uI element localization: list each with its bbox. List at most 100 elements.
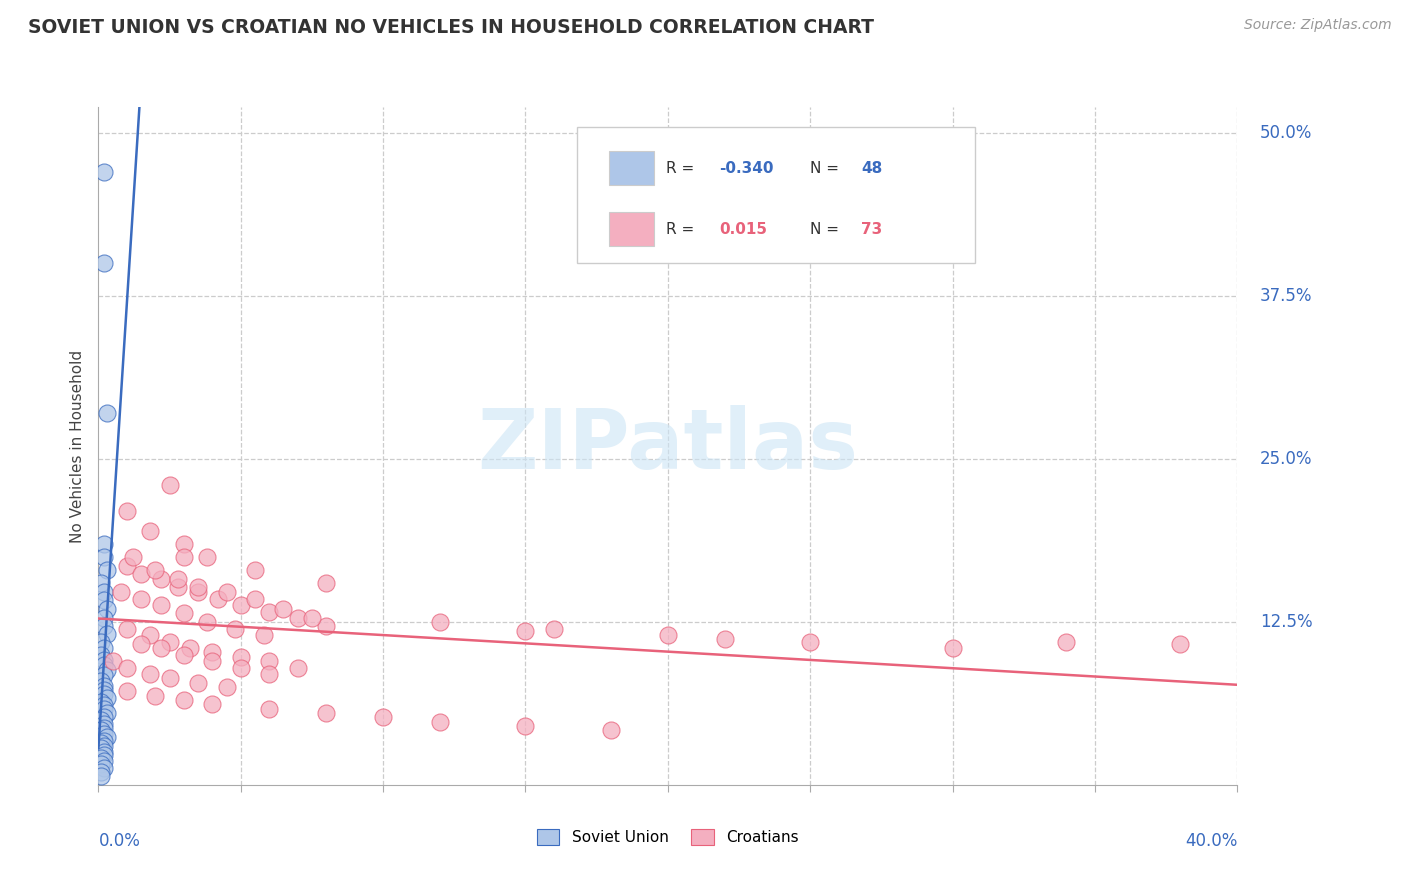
Point (93, 668, 115, 682)
Text: 50.0%: 50.0% (1260, 124, 1312, 142)
Point (90, 741, 112, 756)
Point (90, 673, 112, 688)
Point (96, 602, 118, 616)
Point (93, 710, 115, 724)
Point (600, 723, 623, 738)
Point (93, 537, 115, 551)
Point (138, 524, 160, 538)
Point (93, 755, 115, 769)
Point (207, 591, 229, 606)
Point (90, 750, 112, 764)
Point (173, 693, 195, 707)
Point (259, 605, 281, 619)
Point (90, 769, 112, 783)
Point (429, 715, 451, 730)
Point (138, 667, 160, 681)
Y-axis label: No Vehicles in Household: No Vehicles in Household (70, 350, 86, 542)
Text: R =: R = (665, 161, 699, 176)
Point (167, 580, 190, 594)
Point (543, 622, 565, 636)
Point (93, 739, 115, 753)
Point (90, 648, 112, 662)
Point (179, 641, 201, 656)
Point (96, 626, 118, 640)
Point (93, 687, 115, 701)
Point (90, 713, 112, 727)
Point (515, 624, 537, 639)
Point (93, 733, 115, 747)
Point (273, 602, 295, 616)
Text: -0.340: -0.340 (718, 161, 773, 176)
Point (201, 654, 224, 668)
Text: 37.5%: 37.5% (1260, 287, 1313, 305)
Point (93, 653, 115, 667)
Point (187, 585, 209, 599)
Point (93, 747, 115, 762)
Point (159, 478, 181, 492)
Point (96, 663, 118, 677)
Point (429, 615, 451, 629)
Point (159, 634, 181, 648)
Point (173, 549, 195, 564)
Point (315, 575, 337, 590)
Text: 25.0%: 25.0% (1260, 450, 1313, 468)
Point (373, 710, 395, 724)
Point (96, 563, 118, 577)
Point (229, 598, 252, 612)
Point (93, 256, 115, 270)
Point (93, 682, 115, 697)
Text: 0.015: 0.015 (718, 222, 768, 237)
Point (201, 697, 224, 711)
Point (195, 549, 218, 564)
Point (243, 591, 266, 606)
Point (145, 690, 167, 704)
Point (93, 721, 115, 735)
Point (115, 684, 138, 698)
Point (215, 680, 238, 694)
Point (121, 549, 143, 564)
Point (243, 563, 266, 577)
Point (201, 645, 224, 659)
Point (93, 585, 115, 599)
Point (173, 537, 195, 551)
Point (215, 585, 238, 599)
Text: 73: 73 (862, 222, 883, 237)
Point (138, 628, 160, 642)
Text: R =: R = (665, 222, 699, 237)
Point (93, 698, 115, 713)
Point (115, 558, 138, 573)
Text: N =: N = (810, 161, 844, 176)
Point (93, 702, 115, 716)
Point (93, 619, 115, 633)
Text: Source: ZipAtlas.com: Source: ZipAtlas.com (1244, 18, 1392, 32)
Point (110, 585, 132, 599)
Point (315, 706, 337, 721)
Point (150, 641, 173, 656)
Point (301, 611, 323, 625)
Point (714, 632, 737, 646)
Point (259, 667, 281, 681)
Point (515, 719, 537, 733)
Point (96, 730, 118, 744)
Point (229, 650, 252, 665)
Point (93, 679, 115, 693)
Point (93, 165, 115, 179)
Text: 0.0%: 0.0% (98, 832, 141, 850)
Text: 48: 48 (862, 161, 883, 176)
Point (93, 745, 115, 759)
Point (93, 658, 115, 673)
FancyBboxPatch shape (609, 212, 654, 246)
Point (259, 702, 281, 716)
Point (90, 764, 112, 779)
Text: 12.5%: 12.5% (1260, 613, 1313, 631)
Point (224, 622, 246, 636)
Point (173, 648, 195, 662)
Point (96, 406, 118, 420)
Point (93, 549, 115, 564)
Point (229, 660, 252, 674)
Point (1056, 634, 1078, 648)
Point (90, 575, 112, 590)
Point (90, 694, 112, 708)
Point (115, 660, 138, 674)
Point (93, 716, 115, 731)
